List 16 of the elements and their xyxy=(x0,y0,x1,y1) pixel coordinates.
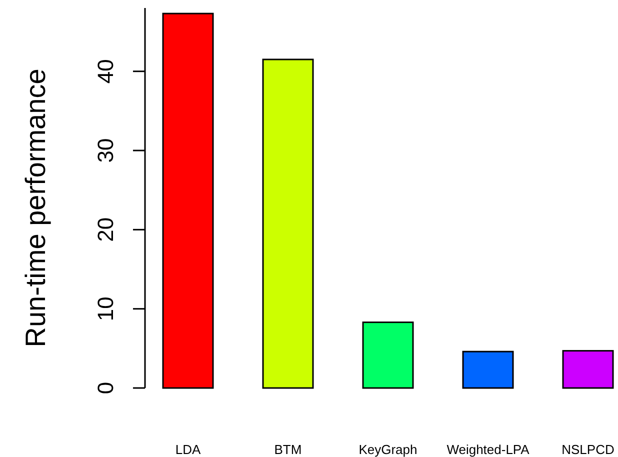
y-tick-label: 0 xyxy=(93,382,118,394)
x-tick-label: BTM xyxy=(274,442,302,457)
x-tick-label: Weighted-LPA xyxy=(446,442,530,457)
bar xyxy=(162,12,214,389)
x-tick-label: NSLPCD xyxy=(562,442,614,457)
y-tick-label: 20 xyxy=(93,217,118,242)
y-axis-title: Run-time performance xyxy=(20,68,51,348)
bar xyxy=(262,58,314,389)
bar xyxy=(362,322,414,389)
bar xyxy=(462,350,514,389)
y-tick-label: 10 xyxy=(93,296,118,322)
y-tick-label: 40 xyxy=(93,59,118,84)
x-tick-label: LDA xyxy=(175,442,201,457)
bar xyxy=(562,350,614,389)
y-tick-label: 30 xyxy=(93,138,118,163)
x-tick-label: KeyGraph xyxy=(358,442,418,457)
